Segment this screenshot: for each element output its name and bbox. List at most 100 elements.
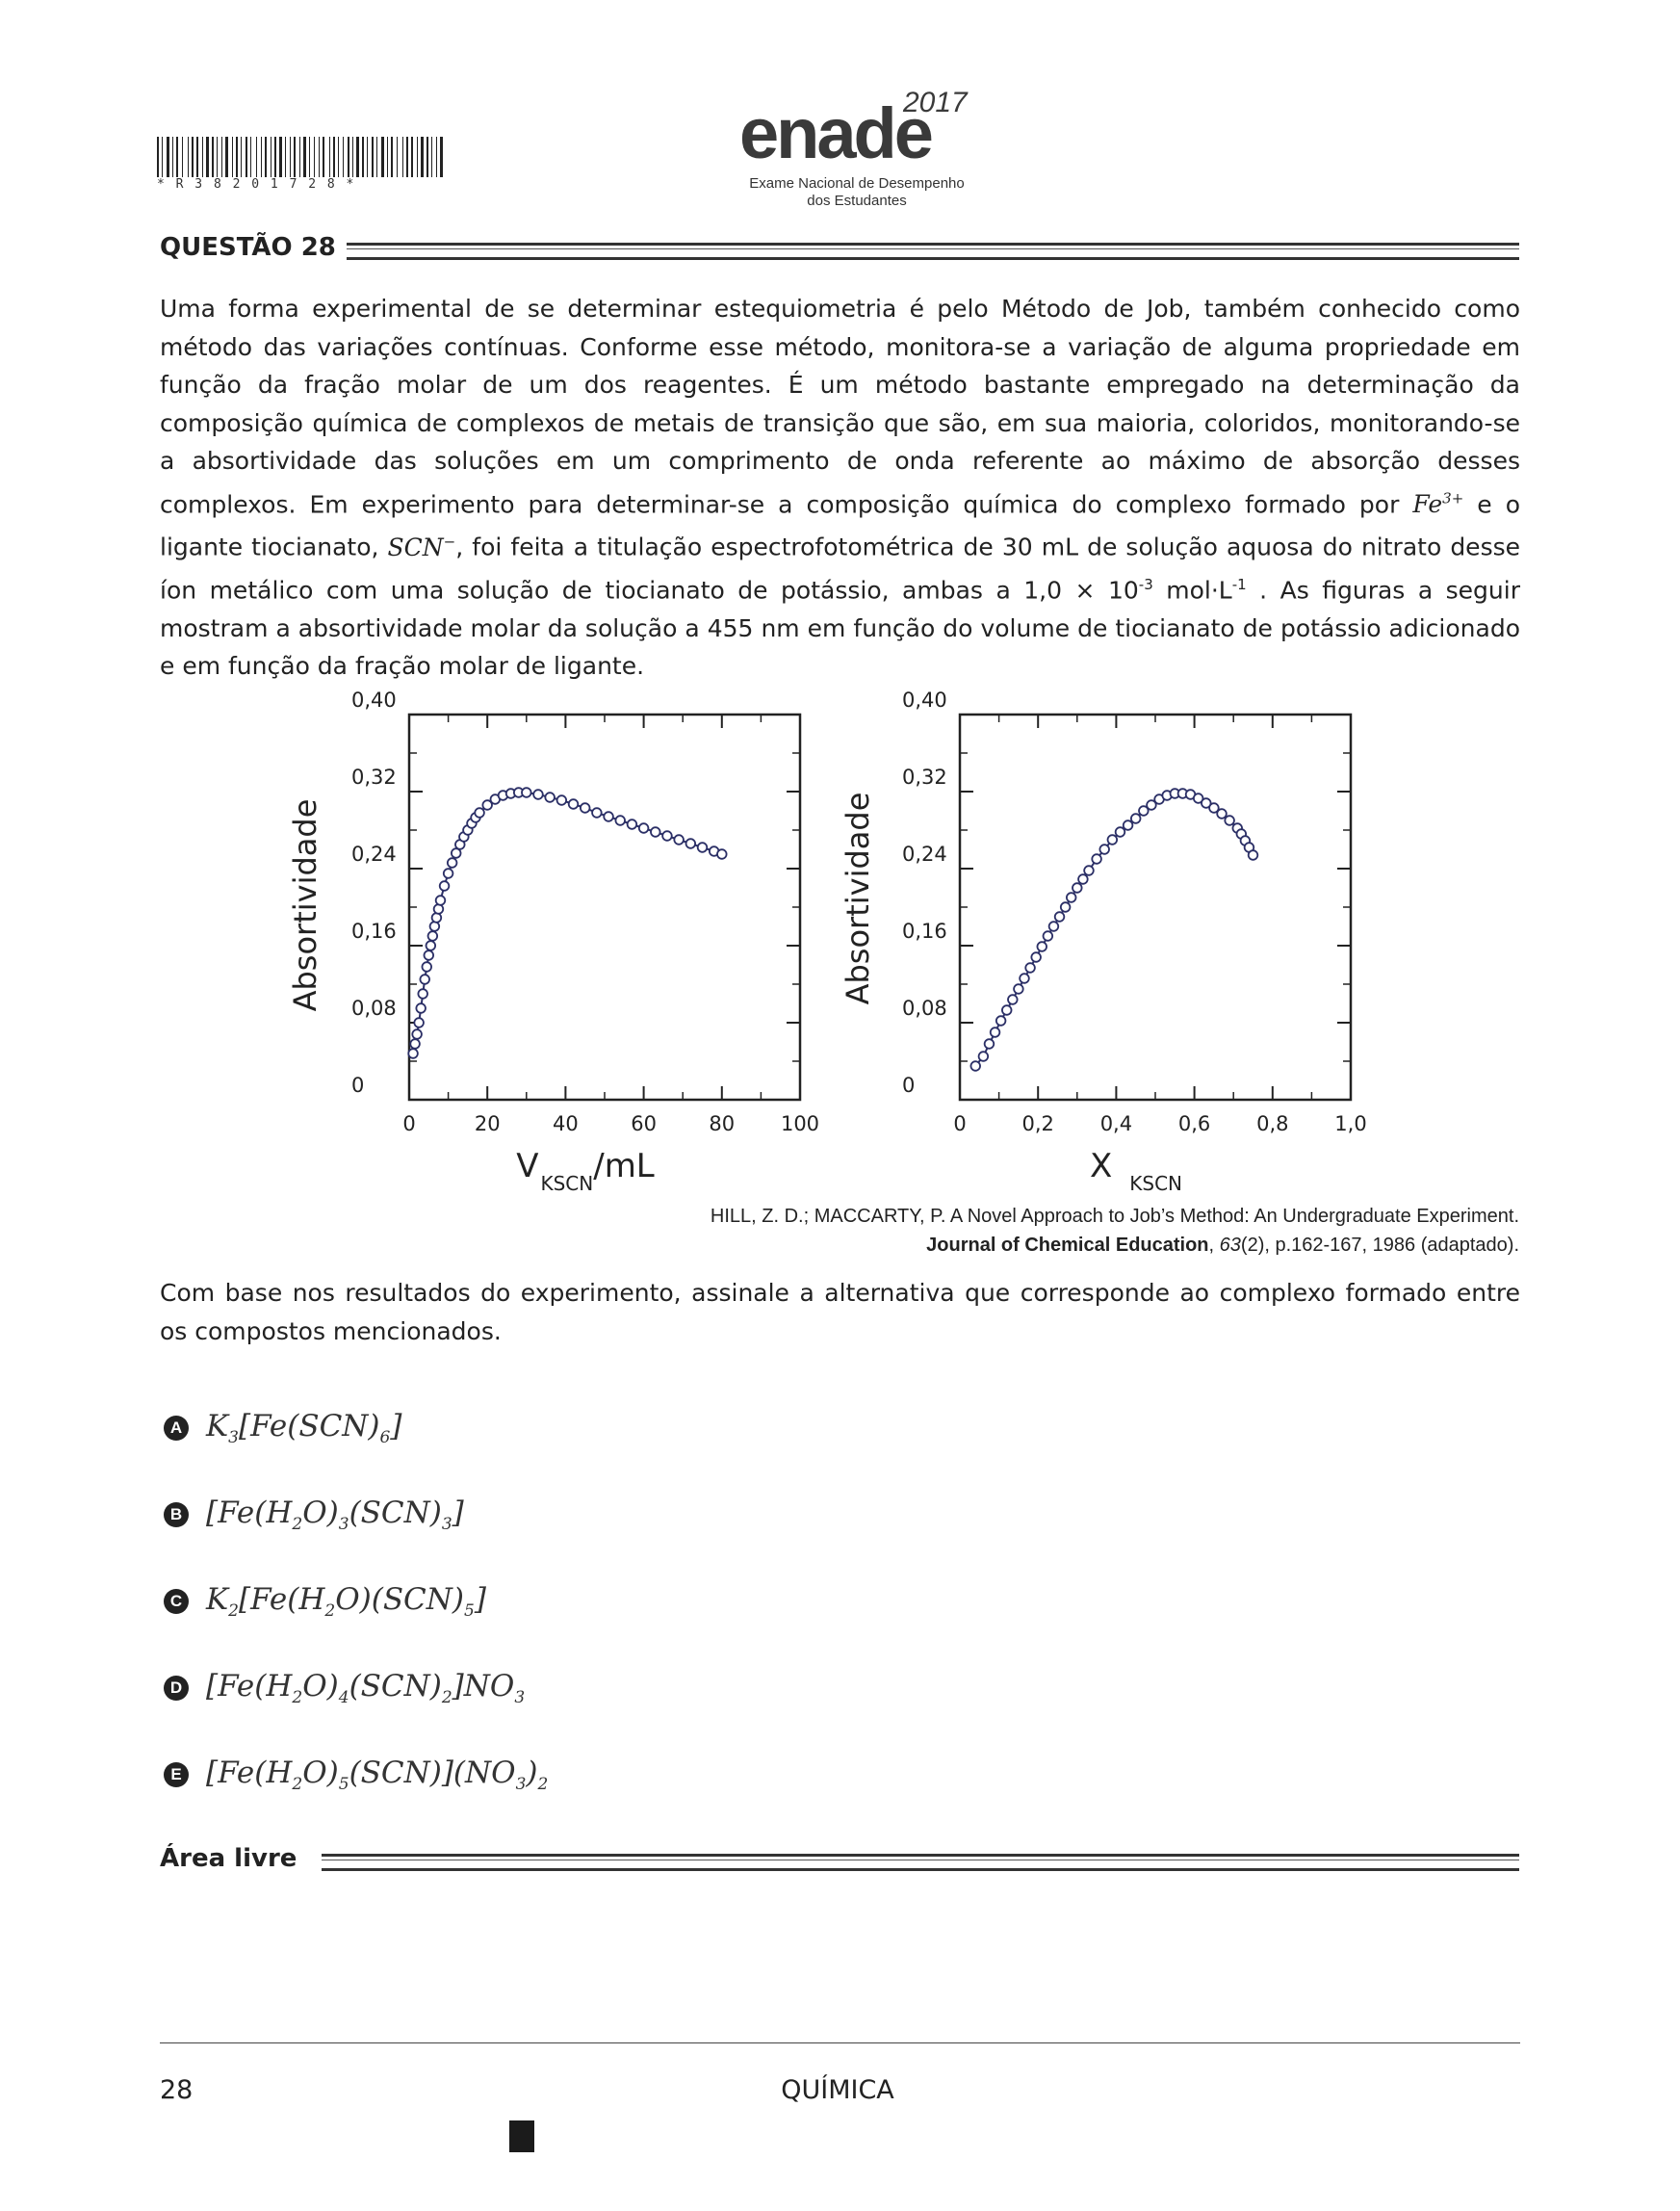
barcode-bar (290, 137, 291, 177)
x-axis-subscript: KSCN (1129, 1172, 1182, 1195)
formula-text: [Fe(H (239, 1581, 325, 1617)
right-chart-y-tick-label: 0 (902, 1074, 915, 1097)
formula-subscript: 2 (537, 1775, 549, 1795)
right-chart-y-tick-label: 0,40 (902, 689, 947, 712)
right-chart-data-point (1122, 819, 1134, 831)
barcode-bar (217, 137, 218, 177)
right-chart-data-point (1024, 962, 1036, 974)
barcode-bar (225, 137, 228, 177)
left-chart-data-point (409, 1038, 421, 1050)
barcode-bar (436, 137, 437, 177)
left-chart-x-tick-label: 80 (709, 1112, 735, 1135)
left-chart-x-tick-label: 100 (781, 1112, 819, 1135)
left-chart-data-point (407, 1048, 419, 1059)
citation-journal: Journal of Chemical Education (926, 1235, 1209, 1256)
right-chart-y-tick-label: 0,16 (902, 920, 947, 943)
left-chart-y-tick-label: 0 (351, 1074, 364, 1097)
formula-text: ] (474, 1581, 486, 1617)
formula-subscript: 4 (338, 1688, 349, 1708)
option-letter-badge: D (164, 1676, 189, 1701)
right-chart-data-point (1007, 994, 1019, 1005)
right-chart-y-tick-label: 0,08 (902, 997, 947, 1020)
left-chart-data-point (521, 787, 532, 798)
barcode-bar (192, 137, 194, 177)
left-chart-data-point (432, 903, 445, 915)
option-formula: [Fe(H2O)5(SCN)](NO3)2 (206, 1756, 548, 1794)
left-chart-data-point (661, 830, 673, 842)
left-chart-frame (407, 713, 802, 1102)
free-area-rule (322, 1854, 1519, 1871)
citation: HILL, Z. D.; MACCARTY, P. A Novel Approa… (539, 1202, 1519, 1260)
option-d[interactable]: D [Fe(H2O)4(SCN)2]NO3 (164, 1664, 525, 1712)
formula-text: ]NO (452, 1668, 515, 1704)
right-chart-data-point (1066, 892, 1077, 903)
right-chart-x-tick-label: 0,4 (1100, 1112, 1132, 1135)
right-chart-data-point (1030, 951, 1042, 963)
barcode-bar (417, 137, 418, 177)
statement-part-4: mol·L (1152, 576, 1232, 605)
left-chart-x-tick-label: 0 (402, 1112, 415, 1135)
option-c[interactable]: C K2[Fe(H2O)(SCN)5] (164, 1577, 486, 1626)
left-chart-x-tick-label: 20 (475, 1112, 501, 1135)
barcode-bar (376, 137, 377, 177)
barcode-bar (348, 137, 349, 177)
left-chart-data-point (614, 815, 626, 826)
x-axis-symbol: V (516, 1147, 538, 1185)
barcode-bar (309, 137, 310, 177)
barcode-bar (279, 137, 282, 177)
option-e[interactable]: E [Fe(H2O)5(SCN)](NO3)2 (164, 1751, 548, 1799)
left-chart-data-point (426, 930, 439, 942)
left-chart-data-point (685, 838, 697, 849)
right-chart-y-axis-label: Absortividade (840, 793, 876, 1005)
left-chart-data-point (415, 1002, 426, 1014)
formula-text: [Fe(H (206, 1668, 293, 1704)
left-chart-data-point (591, 807, 603, 819)
left-chart-fit-line (412, 792, 723, 1054)
formula-subscript: 3 (228, 1428, 239, 1448)
formula-text: (SCN) (349, 1495, 442, 1530)
right-chart-data-point (1208, 802, 1220, 814)
formula-subscript: 2 (292, 1688, 303, 1708)
formula-text: K (206, 1408, 229, 1444)
left-chart-data-point (428, 921, 441, 932)
right-chart-data-point (1106, 834, 1119, 845)
barcode-bar (426, 137, 428, 177)
formula-subscript: 5 (338, 1775, 349, 1795)
barcode-bar (343, 137, 344, 177)
option-letter-badge: B (164, 1502, 189, 1527)
option-b[interactable]: B [Fe(H2O)3(SCN)3] (164, 1491, 464, 1539)
subject-label: QUÍMICA (781, 2075, 894, 2105)
barcode-bar (381, 137, 384, 177)
barcode-bar (314, 137, 315, 177)
barcode-bar (188, 137, 189, 177)
formula-subscript: 2 (228, 1601, 239, 1622)
left-chart-data-point (716, 848, 728, 860)
barcode (157, 137, 446, 177)
option-formula: [Fe(H2O)3(SCN)3] (206, 1496, 464, 1534)
statement-part-2: e o ligante tiocianato, (160, 489, 1520, 561)
barcode-bar (440, 137, 443, 177)
citation-separator: , (1208, 1235, 1220, 1256)
left-chart-y-tick-label: 0,08 (351, 997, 397, 1020)
right-chart-data-point (1146, 799, 1157, 811)
footer-divider (160, 2042, 1520, 2043)
left-chart-x-axis-label: V KSCN/mL (516, 1147, 655, 1195)
right-chart-data-point (1001, 1004, 1013, 1016)
right-chart-data-point (1098, 844, 1110, 855)
barcode-bar (303, 137, 306, 177)
option-a[interactable]: A K3[Fe(SCN)6] (164, 1404, 401, 1452)
barcode-bar (176, 137, 178, 177)
barcode-bar (338, 137, 339, 177)
formula-subscript: 2 (292, 1515, 303, 1535)
formula-subscript: 3 (338, 1515, 349, 1535)
right-chart-y-tick-label: 0,32 (902, 766, 947, 789)
fe-ion: Fe3+ (1412, 490, 1463, 518)
right-chart-data-point (1201, 797, 1212, 809)
page-number: 28 (160, 2075, 194, 2105)
right-chart-data-point (1247, 849, 1259, 861)
formula-text: K (206, 1581, 229, 1617)
citation-line-1: HILL, Z. D.; MACCARTY, P. A Novel Approa… (710, 1206, 1519, 1227)
formula-subscript: 2 (441, 1688, 452, 1708)
option-formula: K2[Fe(H2O)(SCN)5] (206, 1582, 486, 1621)
left-chart-data-point (446, 857, 458, 869)
